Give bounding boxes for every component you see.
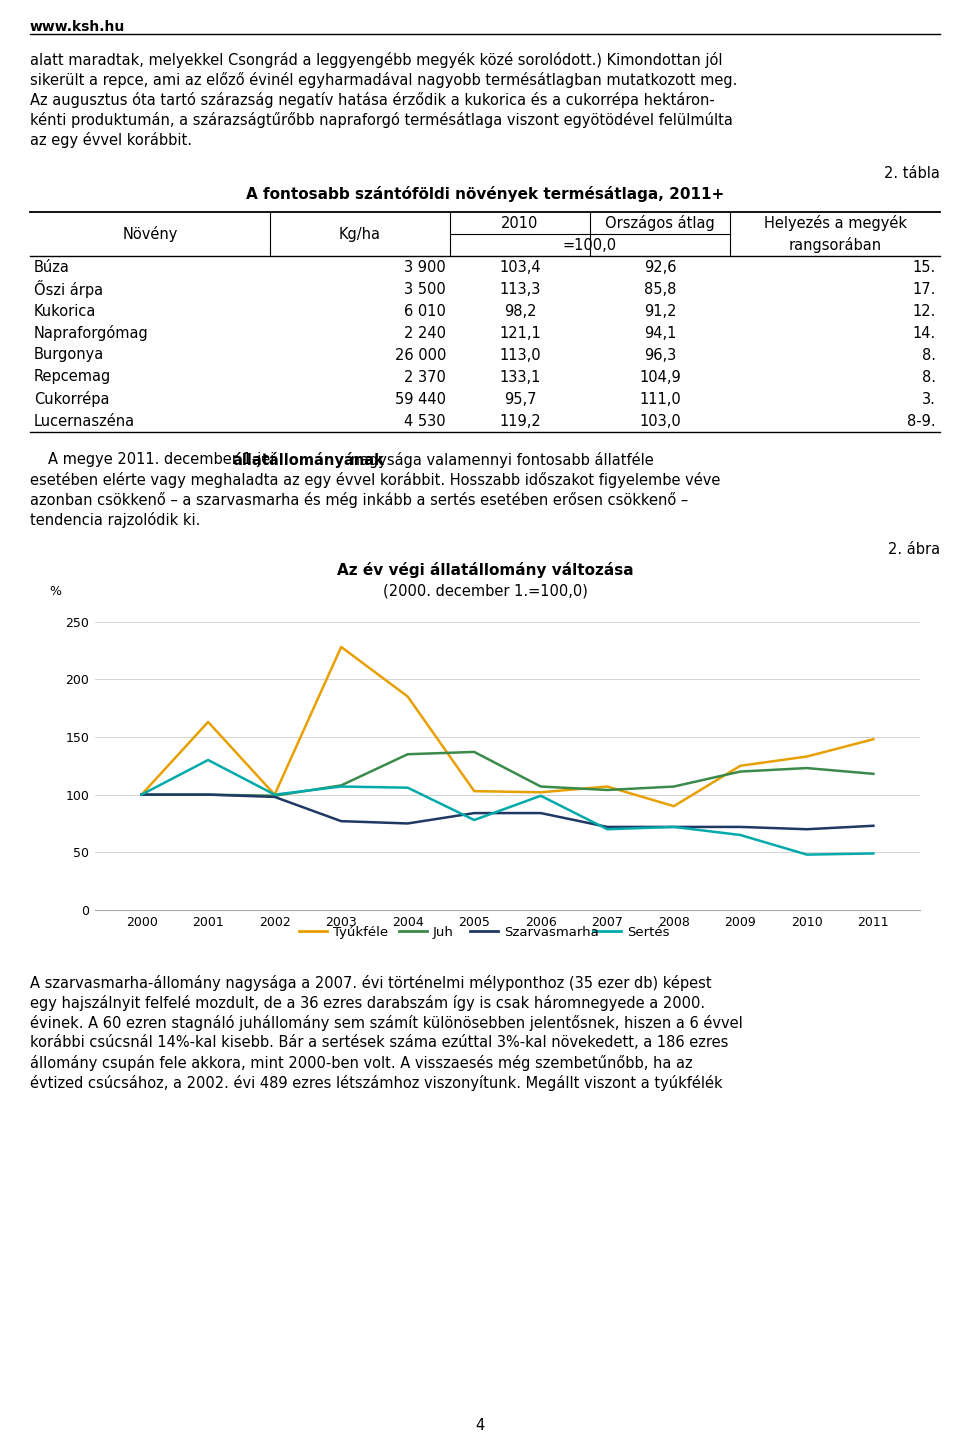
Text: Szarvasmarha: Szarvasmarha <box>504 926 599 939</box>
Text: 91,2: 91,2 <box>644 304 676 318</box>
Text: 6 010: 6 010 <box>404 304 446 318</box>
Text: 104,9: 104,9 <box>639 370 681 384</box>
Text: sikerült a repce, ami az előző évinél egyharmadával nagyobb termésátlagban mutat: sikerült a repce, ami az előző évinél eg… <box>30 72 737 88</box>
Text: 94,1: 94,1 <box>644 325 676 340</box>
Text: 26 000: 26 000 <box>395 347 446 363</box>
Text: évtized csúcsához, a 2002. évi 489 ezres létszámhoz viszonyítunk. Megállt viszon: évtized csúcsához, a 2002. évi 489 ezres… <box>30 1076 723 1092</box>
Text: Sertés: Sertés <box>627 926 669 939</box>
Text: 113,0: 113,0 <box>499 347 540 363</box>
Text: Kukorica: Kukorica <box>34 304 96 318</box>
Text: 2 370: 2 370 <box>404 370 446 384</box>
Text: 15.: 15. <box>913 259 936 275</box>
Text: Tyúkféle: Tyúkféle <box>333 926 388 939</box>
Text: Cukorrépa: Cukorrépa <box>34 392 109 408</box>
Text: 111,0: 111,0 <box>639 392 681 406</box>
Text: 8.: 8. <box>922 370 936 384</box>
Text: Juh: Juh <box>433 926 453 939</box>
Text: www.ksh.hu: www.ksh.hu <box>30 20 125 35</box>
Text: Őszi árpa: Őszi árpa <box>34 279 103 298</box>
Text: 113,3: 113,3 <box>499 281 540 297</box>
Text: évinek. A 60 ezren stagnáló juhállomány sem számít különösebben jelentősnek, his: évinek. A 60 ezren stagnáló juhállomány … <box>30 1015 743 1031</box>
Text: 3 900: 3 900 <box>404 259 446 275</box>
Text: 8.: 8. <box>922 347 936 363</box>
Text: A fontosabb szántóföldi növények termésátlaga, 2011+: A fontosabb szántóföldi növények termésá… <box>246 186 724 202</box>
Text: 95,7: 95,7 <box>504 392 537 406</box>
Text: 103,4: 103,4 <box>499 259 540 275</box>
Text: 92,6: 92,6 <box>644 259 676 275</box>
Text: Kg/ha: Kg/ha <box>339 226 381 242</box>
Text: nagysága valamennyi fontosabb állatféle: nagysága valamennyi fontosabb állatféle <box>347 452 654 468</box>
Text: =100,0: =100,0 <box>563 238 617 252</box>
Text: 133,1: 133,1 <box>499 370 540 384</box>
Text: 85,8: 85,8 <box>644 281 676 297</box>
Text: 98,2: 98,2 <box>504 304 537 318</box>
Text: állatállományának: állatállományának <box>232 452 384 468</box>
Text: 14.: 14. <box>913 325 936 340</box>
Text: 2. tábla: 2. tábla <box>884 166 940 181</box>
Text: (2000. december 1.=100,0): (2000. december 1.=100,0) <box>383 583 588 598</box>
Text: állomány csupán fele akkora, mint 2000-ben volt. A visszaesés még szembetűnőbb, : állomány csupán fele akkora, mint 2000-b… <box>30 1056 692 1071</box>
Text: azonban csökkenő – a szarvasmarha és még inkább a sertés esetében erősen csökken: azonban csökkenő – a szarvasmarha és még… <box>30 492 688 508</box>
Text: 103,0: 103,0 <box>639 413 681 429</box>
Text: %: % <box>50 585 61 598</box>
Text: tendencia rajzolódik ki.: tendencia rajzolódik ki. <box>30 513 201 528</box>
Text: A megye 2011. december 1-jei: A megye 2011. december 1-jei <box>48 452 279 467</box>
Text: 4: 4 <box>475 1418 485 1433</box>
Text: 17.: 17. <box>913 281 936 297</box>
Text: Az augusztus óta tartó szárazság negatív hatása érződik a kukorica és a cukorrép: Az augusztus óta tartó szárazság negatív… <box>30 92 715 108</box>
Text: Búza: Búza <box>34 259 70 275</box>
Text: 4 530: 4 530 <box>404 413 446 429</box>
Text: 96,3: 96,3 <box>644 347 676 363</box>
Text: kénti produktumán, a szárazságtűrőbb napraforgó termésátlaga viszont egyötödével: kénti produktumán, a szárazságtűrőbb nap… <box>30 112 732 128</box>
Text: 2 240: 2 240 <box>404 325 446 340</box>
Text: 2010: 2010 <box>501 216 539 230</box>
Text: 8-9.: 8-9. <box>907 413 936 429</box>
Text: Országos átlag: Országos átlag <box>605 215 715 230</box>
Text: Napraforgómag: Napraforgómag <box>34 325 149 341</box>
Text: 121,1: 121,1 <box>499 325 540 340</box>
Text: Repcemag: Repcemag <box>34 370 111 384</box>
Text: Burgonya: Burgonya <box>34 347 105 363</box>
Text: 3.: 3. <box>923 392 936 406</box>
Text: Helyezés a megyék
rangsorában: Helyezés a megyék rangsorában <box>763 216 906 252</box>
Text: 12.: 12. <box>913 304 936 318</box>
Text: az egy évvel korábbit.: az egy évvel korábbit. <box>30 132 192 148</box>
Text: Lucernaszéna: Lucernaszéna <box>34 413 135 429</box>
Text: A szarvasmarha-állomány nagysága a 2007. évi történelmi mélyponthoz (35 ezer db): A szarvasmarha-állomány nagysága a 2007.… <box>30 975 711 991</box>
Text: 119,2: 119,2 <box>499 413 540 429</box>
Text: 59 440: 59 440 <box>395 392 446 406</box>
Text: alatt maradtak, melyekkel Csongrád a leggyengébb megyék közé sorolódott.) Kimond: alatt maradtak, melyekkel Csongrád a leg… <box>30 52 723 68</box>
Text: esetében elérte vagy meghaladta az egy évvel korábbit. Hosszabb időszakot figyel: esetében elérte vagy meghaladta az egy é… <box>30 472 720 488</box>
Text: 2. ábra: 2. ábra <box>888 541 940 557</box>
Text: 3 500: 3 500 <box>404 281 446 297</box>
Text: korábbi csúcsnál 14%-kal kisebb. Bár a sertések száma ezúttal 3%-kal növekedett,: korábbi csúcsnál 14%-kal kisebb. Bár a s… <box>30 1035 729 1050</box>
Text: Növény: Növény <box>122 226 178 242</box>
Text: Az év végi állatállomány változása: Az év végi állatállomány változása <box>337 562 634 577</box>
Text: egy hajszálnyit felfelé mozdult, de a 36 ezres darabszám így is csak háromnegyed: egy hajszálnyit felfelé mozdult, de a 36… <box>30 995 706 1011</box>
